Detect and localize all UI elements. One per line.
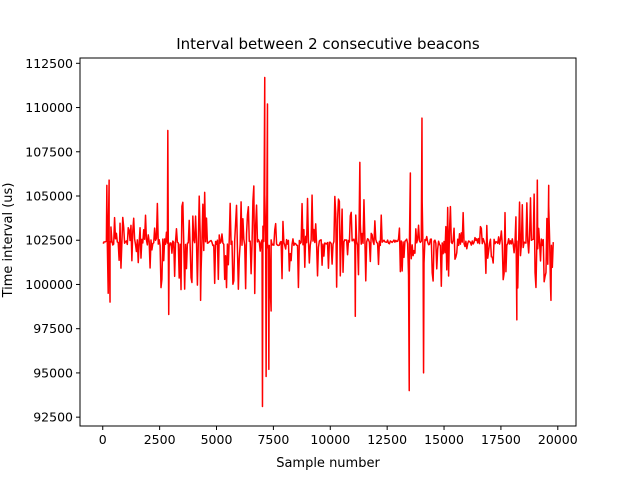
y-tick-label: 95000 bbox=[33, 365, 73, 380]
y-tick-label: 107500 bbox=[25, 144, 73, 159]
y-tick-label: 102500 bbox=[25, 233, 73, 248]
y-axis-label: Time interval (us) bbox=[1, 183, 16, 299]
x-tick-label: 15000 bbox=[424, 432, 464, 447]
x-tick-label: 10000 bbox=[310, 432, 350, 447]
x-tick-label: 7500 bbox=[257, 432, 289, 447]
x-axis-label: Sample number bbox=[276, 456, 380, 471]
y-tick-label: 112500 bbox=[25, 56, 73, 71]
x-tick-label: 17500 bbox=[481, 432, 521, 447]
x-tick-label: 20000 bbox=[538, 432, 578, 447]
y-tick-label: 92500 bbox=[33, 410, 73, 425]
y-tick-label: 100000 bbox=[25, 277, 73, 292]
y-tick-label: 105000 bbox=[25, 189, 73, 204]
y-tick-label: 110000 bbox=[25, 100, 73, 115]
x-tick-label: 0 bbox=[99, 432, 107, 447]
x-tick-label: 5000 bbox=[201, 432, 233, 447]
x-tick-label: 12500 bbox=[367, 432, 407, 447]
series-line bbox=[102, 76, 554, 408]
y-tick-label: 97500 bbox=[33, 321, 73, 336]
plot-area: 0 2500 5000 7500 10000 12500 15000 17500 20000 92… bbox=[25, 56, 577, 447]
x-tick-label: 2500 bbox=[144, 432, 176, 447]
chart-title: Interval between 2 consecutive beacons bbox=[176, 35, 480, 53]
axes-frame bbox=[79, 57, 577, 427]
